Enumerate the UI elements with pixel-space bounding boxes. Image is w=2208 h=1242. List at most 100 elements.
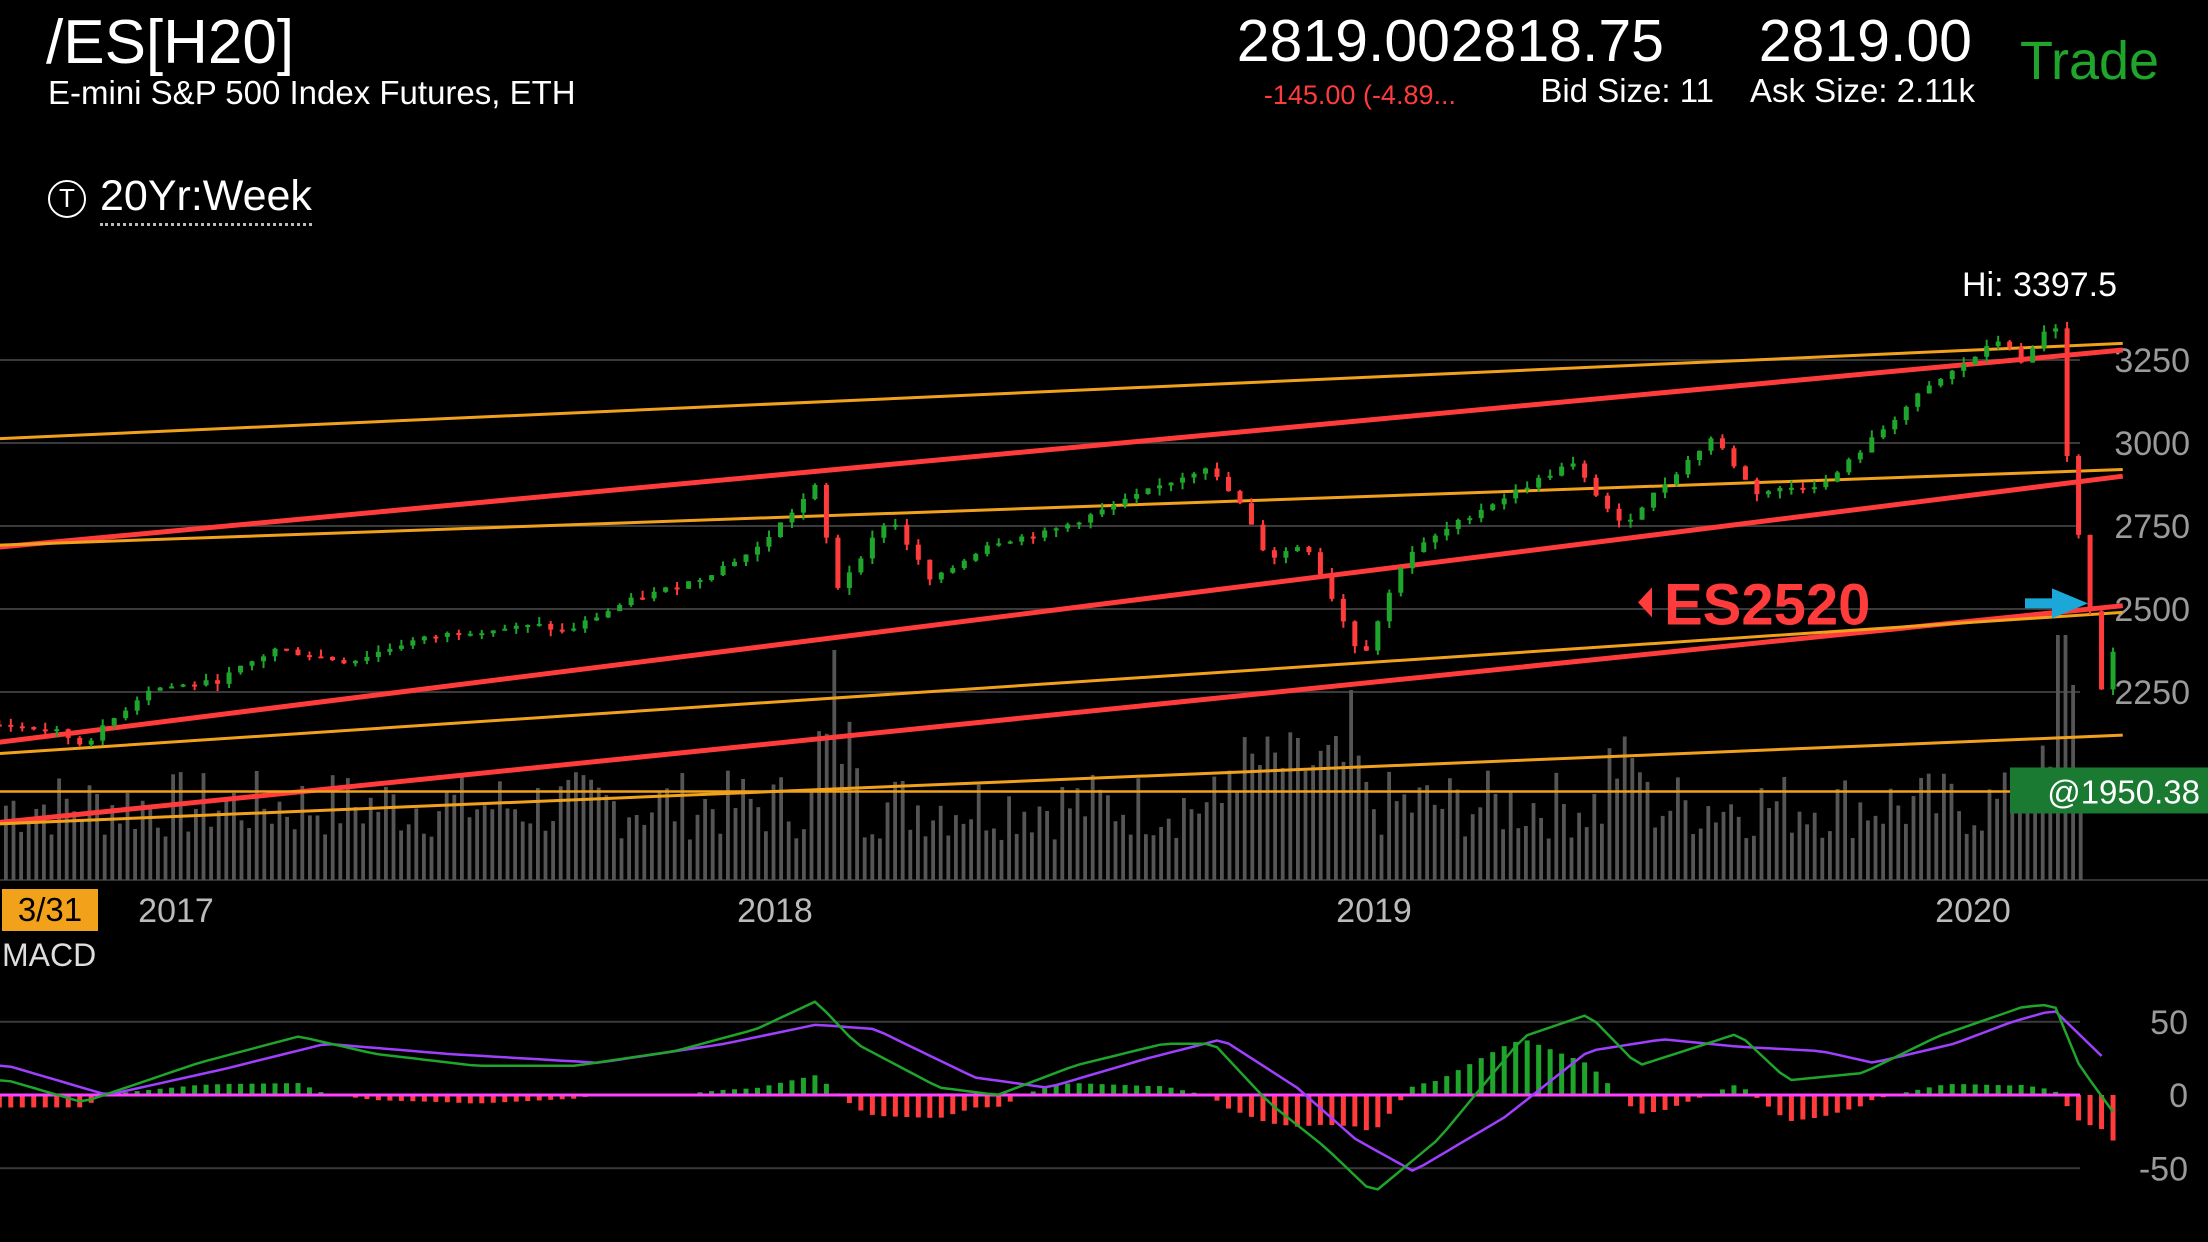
volume-bar [156, 827, 160, 880]
volume-bar [999, 839, 1004, 880]
macd-diff-bar [1145, 1085, 1151, 1095]
macd-diff-bar [1823, 1095, 1829, 1116]
candle-up [1455, 519, 1461, 529]
candle-up [1696, 450, 1702, 460]
volume-bar [657, 791, 662, 880]
macd-diff-bar [157, 1088, 163, 1095]
trendline-yellow [0, 341, 2123, 441]
volume-bar [1410, 812, 1414, 880]
volume-bar [1470, 814, 1475, 880]
candle-up [1019, 536, 1025, 542]
volume-bar [581, 775, 586, 880]
candle-up [1203, 468, 1209, 474]
volume-bar [1318, 750, 1323, 880]
candle-up [1984, 346, 1990, 357]
volume-bar [1151, 835, 1156, 880]
macd-diff-bar [904, 1095, 910, 1118]
macd-diff-bar [1053, 1084, 1059, 1095]
volume-bar [1964, 833, 1969, 880]
volume-bar [11, 800, 16, 880]
macd-diff-bar [1168, 1087, 1174, 1095]
candle-up [1111, 505, 1117, 510]
macd-diff-bar [421, 1095, 427, 1102]
candle-up [846, 572, 852, 588]
macd-diff-bar [479, 1095, 485, 1104]
x-tick-label: 2018 [737, 892, 813, 930]
macd-diff-bar [1398, 1095, 1404, 1101]
volume-bar [566, 779, 571, 880]
candle-down [284, 648, 290, 651]
macd-diff-bar [398, 1095, 404, 1101]
volume-bar [64, 798, 69, 880]
candle-up [1903, 406, 1909, 421]
volume-bar [1440, 808, 1445, 880]
candle-up [2053, 328, 2059, 332]
macd-diff-bar [1306, 1095, 1312, 1126]
candle-up [869, 537, 875, 559]
volume-bar [1356, 755, 1361, 880]
volume-bar [2025, 787, 2030, 880]
volume-bar [1744, 838, 1749, 880]
volume-bar [194, 808, 198, 880]
macd-diff-bar [1961, 1084, 1967, 1095]
candle-up [1995, 341, 2001, 347]
macd-diff-bar [1926, 1087, 1932, 1095]
macd-diff-bar [2030, 1086, 2036, 1095]
candle-down [1731, 448, 1737, 467]
candle-up [892, 524, 898, 527]
candle-up [157, 687, 163, 691]
candle-up [1559, 466, 1565, 476]
candle-up [686, 581, 692, 589]
volume-bar [1660, 815, 1665, 880]
volume-bar [1303, 770, 1308, 880]
volume-bar [323, 834, 327, 880]
candle-down [1363, 646, 1369, 651]
volume-bar [1296, 737, 1300, 880]
volume-bar [1934, 813, 1939, 880]
candle-up [984, 545, 990, 554]
candle-down [835, 537, 841, 588]
candle-up [479, 633, 485, 636]
volume-bar [444, 792, 449, 880]
candle-up [1398, 568, 1404, 593]
macd-diff-bar [1972, 1084, 1978, 1095]
volume-bar [300, 785, 305, 880]
macd-diff-bar [800, 1077, 806, 1095]
trade-button[interactable]: Trade [2020, 31, 2160, 91]
period-selector[interactable]: T 20Yr:Week [48, 172, 312, 226]
instrument-description: E-mini S&P 500 Index Futures, ETH [48, 74, 576, 111]
candle-up [1892, 420, 1898, 430]
volume-bar [1866, 820, 1870, 880]
macd-diff-bar [1674, 1095, 1680, 1106]
candle-up [1765, 491, 1771, 495]
volume-bar [2010, 790, 2015, 880]
macd-diff-bar [1536, 1044, 1542, 1095]
candle-down [1616, 508, 1622, 521]
macd-diff-bar [502, 1095, 508, 1103]
candle-down [2076, 455, 2082, 535]
candle-down [31, 727, 37, 730]
volume-bar [528, 823, 533, 880]
macd-diff-bar [226, 1083, 232, 1095]
volume-bar [72, 811, 77, 880]
y-tick-label: 2750 [2114, 508, 2190, 546]
candle-down [2018, 347, 2024, 363]
volume-bar [1615, 778, 1619, 880]
candle-up [387, 648, 393, 652]
volume-bar [2063, 635, 2068, 880]
macd-diff-bar [261, 1083, 267, 1095]
volume-bar [1144, 834, 1148, 880]
candle-up [123, 710, 129, 719]
macd-diff-bar [1134, 1085, 1140, 1095]
macd-diff-bar [2007, 1085, 2013, 1095]
macd-diff-bar [410, 1095, 416, 1102]
macd-diff-bar [927, 1095, 933, 1118]
volume-bar [1736, 816, 1741, 880]
candle-up [628, 597, 634, 606]
candle-down [8, 724, 14, 727]
volume-bar [1858, 802, 1863, 880]
volume-bar [1698, 828, 1703, 880]
volume-bar [931, 820, 935, 880]
volume-bar [277, 801, 282, 880]
